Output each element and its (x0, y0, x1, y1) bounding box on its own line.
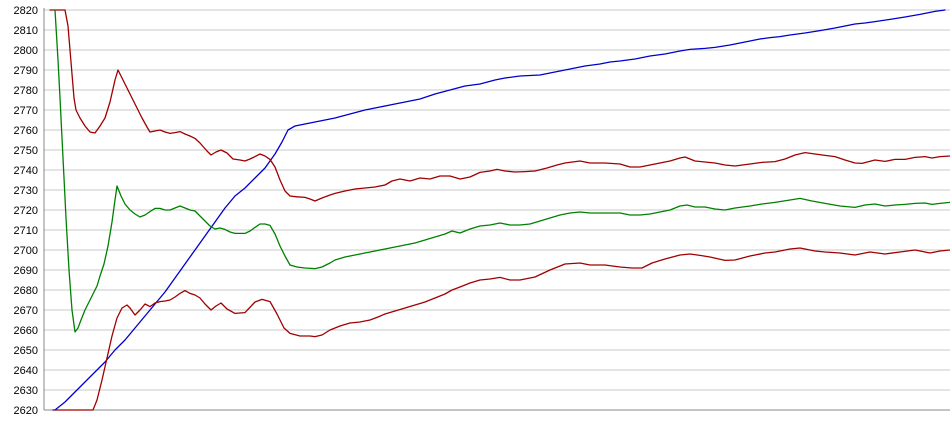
y-axis-label: 2780 (14, 85, 38, 97)
y-axis-label: 2730 (14, 185, 38, 197)
y-axis-label: 2670 (14, 305, 38, 317)
y-axis-label: 2660 (14, 325, 38, 337)
y-axis-label: 2620 (14, 405, 38, 417)
y-axis-label: 2810 (14, 25, 38, 37)
y-axis-label: 2740 (14, 165, 38, 177)
y-axis-label: 2760 (14, 125, 38, 137)
lower-red-line (54, 247, 950, 411)
y-axis-label: 2700 (14, 245, 38, 257)
y-axis-label: 2720 (14, 205, 38, 217)
blue-line (52, 9, 946, 411)
y-axis-label: 2710 (14, 225, 38, 237)
y-axis-label: 2820 (14, 5, 38, 17)
y-axis-label: 2630 (14, 385, 38, 397)
y-axis-label: 2800 (14, 45, 38, 57)
y-axis-label: 2640 (14, 365, 38, 377)
y-axis-label: 2650 (14, 345, 38, 357)
y-axis-label: 2690 (14, 265, 38, 277)
y-axis-label: 2750 (14, 145, 38, 157)
y-axis-label: 2680 (14, 285, 38, 297)
upper-red-line (49, 9, 950, 202)
y-axis-label: 2790 (14, 65, 38, 77)
y-axis-label: 2770 (14, 105, 38, 117)
green-line (54, 9, 950, 333)
